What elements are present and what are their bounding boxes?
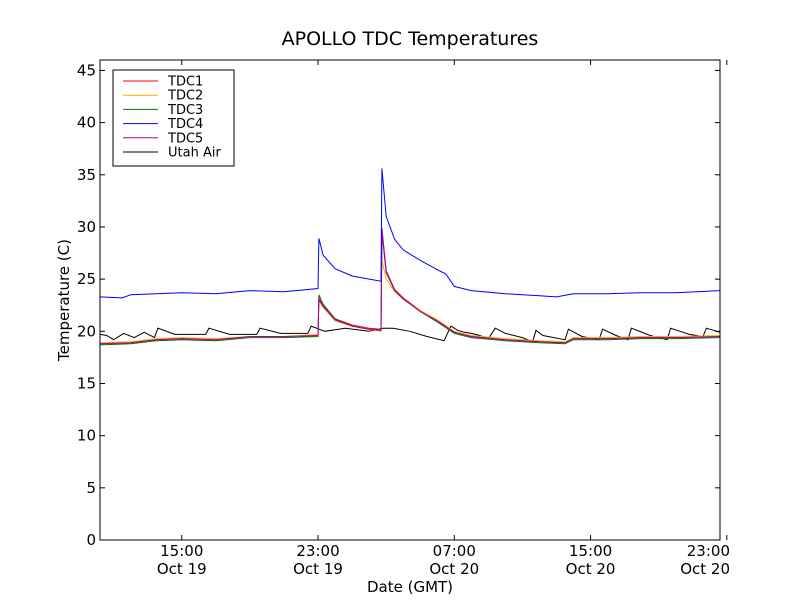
legend-label: TDC2 (167, 89, 203, 104)
x-axis-label: Date (GMT) (367, 578, 453, 596)
y-tick-label: 20 (77, 322, 96, 340)
x-tick-label-date: Oct 20 (429, 560, 479, 578)
x-tick-label-time: 15:00 (569, 542, 612, 560)
y-tick-label: 5 (86, 479, 96, 497)
plot-area-frame (99, 59, 721, 541)
x-tick-label-time: 07:00 (433, 542, 476, 560)
y-tick-label: 10 (77, 427, 96, 445)
legend-label: TDC5 (167, 131, 203, 146)
legend-label: TDC4 (167, 117, 203, 132)
x-tick-label-date: Oct 19 (293, 560, 343, 578)
y-tick-label: 40 (77, 114, 96, 132)
y-tick-label: 0 (86, 531, 96, 549)
legend-label: TDC3 (167, 103, 203, 118)
y-axis-label: Temperature (C) (55, 239, 73, 362)
x-tick-label-time: 23:00 (296, 542, 339, 560)
legend-label: Utah Air (168, 146, 221, 161)
x-tick-label-date: Oct 20 (680, 560, 730, 578)
x-tick-label-time: 15:00 (160, 542, 203, 560)
series-line-tdc5 (100, 227, 720, 345)
y-tick-label: 30 (77, 218, 96, 236)
legend-label: TDC1 (167, 75, 203, 90)
legend-frame (112, 69, 235, 167)
y-tick-label: 45 (77, 61, 96, 79)
series-line-tdc4 (100, 168, 720, 299)
chart-title: APOLLO TDC Temperatures (282, 28, 539, 50)
x-tick-label-date: Oct 19 (157, 560, 207, 578)
y-tick-label: 15 (77, 374, 96, 392)
y-tick-label: 35 (77, 166, 96, 184)
y-axis: 0 5 10 15 20 25 30 35 40 45 (77, 61, 720, 549)
series-layer (100, 168, 720, 346)
y-tick-label: 25 (77, 270, 96, 288)
x-tick-label-date: Oct 20 (566, 560, 616, 578)
x-tick-label-time: 23:00 (687, 542, 730, 560)
